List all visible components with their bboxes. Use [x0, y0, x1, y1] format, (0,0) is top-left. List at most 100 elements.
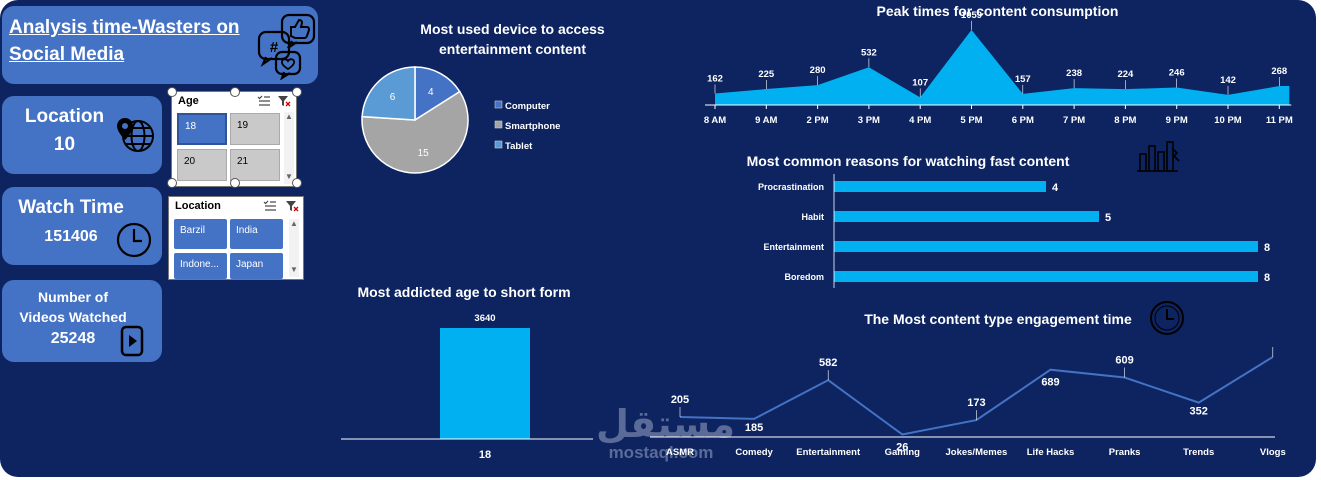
location-kpi-value: 10: [53, 134, 76, 155]
pie-chart-title: Most used device to access entertainment…: [405, 19, 620, 59]
x-tick-label: 18: [479, 449, 491, 461]
x-tick-label: Jokes/Memes: [946, 447, 1008, 458]
line-data-label: 609: [1115, 355, 1133, 367]
area-data-label: 225: [758, 69, 775, 80]
scroll-down-icon[interactable]: ▼: [290, 265, 298, 274]
x-tick-label: 3 PM: [858, 115, 880, 126]
age-slicer[interactable]: Age 18 19 20 21 ▲ ▼: [167, 87, 302, 188]
area-data-label: 268: [1271, 66, 1287, 77]
location-slicer-header: Location: [175, 200, 221, 212]
area-data-label: 532: [861, 47, 877, 58]
bar-procrastination: [834, 181, 1046, 192]
resize-handle[interactable]: [167, 87, 177, 97]
videos-watched-kpi-card: Number of Videos Watched 25248: [2, 280, 162, 362]
legend-swatch: [494, 100, 503, 109]
bar-chart-icon: [1137, 141, 1180, 172]
clear-filter-icon[interactable]: [277, 95, 291, 107]
engagement-line: [679, 356, 1274, 436]
x-tick-label: Trends: [1183, 447, 1214, 458]
location-slicer-item-japan[interactable]: Japan: [230, 253, 283, 279]
scroll-up-icon[interactable]: ▲: [290, 219, 298, 228]
resize-handle[interactable]: [230, 87, 240, 97]
scroll-down-icon[interactable]: ▼: [285, 172, 293, 181]
svg-text:#: #: [270, 39, 279, 56]
resize-handle[interactable]: [292, 87, 302, 97]
bar-entertainment: [834, 241, 1258, 252]
x-tick-label: 10 PM: [1214, 115, 1242, 126]
videos-kpi-value: 25248: [50, 330, 96, 347]
x-tick-label: 5 PM: [960, 115, 982, 126]
pie-title-line-2: entertainment content: [438, 41, 586, 57]
x-tick-label: 8 AM: [704, 115, 726, 126]
area-data-label: 107: [912, 77, 928, 88]
age-slicer-item-21[interactable]: 21: [230, 149, 280, 181]
multi-select-icon[interactable]: [263, 200, 277, 212]
resize-handle[interactable]: [167, 178, 177, 188]
location-kpi-card: Location 10: [2, 96, 162, 174]
location-slicer-item-india[interactable]: India: [230, 219, 283, 249]
bar-age-18: [440, 328, 530, 439]
resize-handle[interactable]: [292, 178, 302, 188]
line-data-label: 173: [967, 397, 985, 409]
pie-title-line-1: Most used device to access: [420, 21, 605, 37]
pie-slice-smartphone: [361, 90, 469, 174]
bar-habit: [834, 211, 1099, 222]
legend-label: Computer: [505, 101, 550, 112]
legend-label: Tablet: [505, 141, 533, 152]
x-tick-label: Comedy: [735, 447, 773, 458]
age-slicer-item-18[interactable]: 18: [177, 113, 227, 145]
resize-handle[interactable]: [230, 178, 240, 188]
scroll-up-icon[interactable]: ▲: [285, 112, 293, 121]
social-media-icon: #: [257, 13, 316, 80]
reasons-bar-chart: Procrastination 4 Habit 5 Entertainment 8 Bore…: [758, 174, 1270, 288]
age-slicer-item-19[interactable]: 19: [230, 113, 280, 145]
area-data-label: 162: [707, 74, 723, 85]
legend-swatch: [494, 140, 503, 149]
location-slicer[interactable]: Location Barzil India Indone... Japan ▲ …: [168, 196, 304, 280]
location-slicer-scrollbar[interactable]: ▲ ▼: [289, 219, 299, 277]
pie-data-label: 6: [390, 92, 396, 103]
bar-data-label: 5: [1105, 212, 1111, 224]
multi-select-icon[interactable]: [257, 95, 271, 107]
globe-location-icon: [117, 118, 154, 152]
watermark-latin: mostaql.com: [608, 443, 714, 462]
location-slicer-item-barzil[interactable]: Barzil: [174, 219, 227, 249]
area-data-label: 246: [1169, 68, 1185, 79]
area-data-label: 157: [1015, 74, 1031, 85]
pie-slice-computer: [414, 66, 461, 122]
bar-data-label: 8: [1264, 242, 1270, 254]
clock-icon: [116, 222, 152, 258]
age-slicer-scrollbar[interactable]: ▲ ▼: [284, 112, 294, 184]
engagement-chart-title: The Most content type engagement time: [864, 311, 1132, 327]
location-slicer-item-indonesia[interactable]: Indone...: [174, 253, 227, 279]
x-tick-label: Entertainment: [796, 447, 861, 458]
title-card: Analysis time-Wasters on Social Media #: [2, 6, 318, 84]
y-tick-label: Procrastination: [758, 182, 824, 192]
x-tick-label: Life Hacks: [1027, 447, 1075, 458]
pie-slice-tablet: [361, 66, 416, 121]
x-tick-label: 11 PM: [1266, 115, 1293, 126]
area-series: [715, 29, 1290, 105]
video-play-icon: [120, 325, 144, 357]
peak-times-title: Peak times for content consumption: [876, 3, 1119, 19]
videos-kpi-label-1: Number of: [38, 289, 108, 305]
device-pie-chart: 4 Computer 15 Smartphone 6 Tablet: [361, 66, 560, 174]
age-chart-title: Most addicted age to short form: [357, 284, 571, 300]
title-line-1: Analysis time-Wasters on: [9, 17, 240, 38]
pie-data-label: 15: [418, 148, 430, 159]
location-kpi-label: Location: [24, 106, 105, 127]
clear-filter-icon[interactable]: [285, 200, 299, 212]
y-tick-label: Entertainment: [763, 242, 824, 252]
x-tick-label: 7 PM: [1063, 115, 1085, 126]
x-tick-label: ASMR: [666, 447, 694, 458]
x-tick-label: 9 AM: [755, 115, 777, 126]
legend-label: Smartphone: [505, 121, 560, 132]
watch-time-kpi-value: 151406: [44, 228, 98, 245]
age-slicer-item-20[interactable]: 20: [177, 149, 227, 181]
bar-data-label: 8: [1264, 272, 1270, 284]
videos-kpi-label-2: Videos Watched: [19, 309, 127, 325]
engagement-line-chart: 205 ASMR 185 Comedy 582 Entertainment 26Gaming…: [650, 345, 1286, 458]
line-data-label: 185: [745, 422, 763, 434]
title-line-2: Social Media: [9, 44, 125, 65]
